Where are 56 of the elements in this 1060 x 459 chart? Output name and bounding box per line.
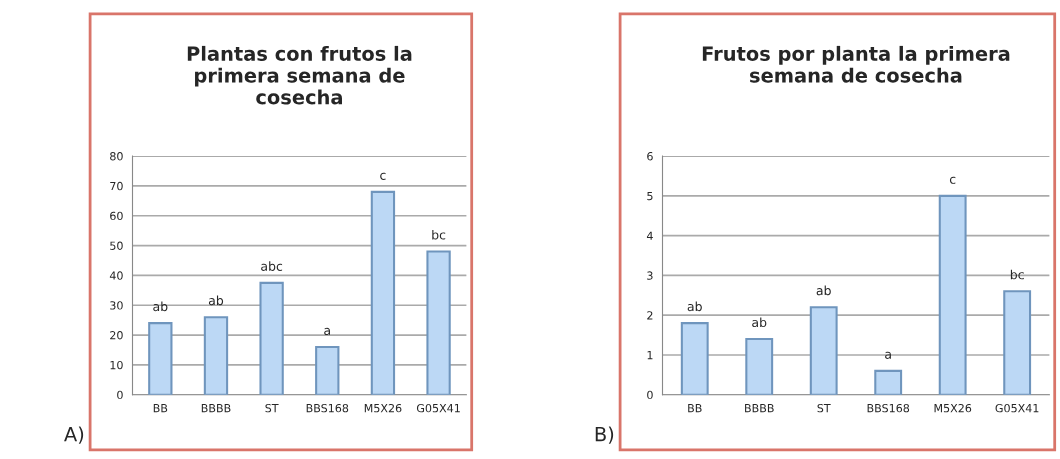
y-tick-label: 0 (117, 390, 123, 400)
x-tick-label: BB (153, 404, 168, 413)
y-tick-label: 20 (110, 331, 123, 340)
y-tick-label: 1 (647, 351, 653, 360)
bar (874, 369, 903, 395)
annotation: a (324, 327, 330, 336)
y-tick-label: 10 (110, 360, 123, 370)
x-tick-label: BB (688, 404, 702, 413)
x-tick-label: BBBB (745, 404, 774, 413)
y-tick-label: 60 (110, 211, 123, 221)
bar (809, 306, 838, 395)
annotation: a (885, 351, 891, 359)
bar (1003, 290, 1032, 395)
x-tick-label: G05X41 (995, 403, 1039, 413)
annotation: ab (208, 295, 224, 306)
chart-title: Plantas con frutos la primera semana de cosecha (187, 45, 412, 105)
y-tick-label: 70 (110, 181, 123, 191)
text: A) (64, 426, 84, 444)
bar (148, 322, 173, 395)
annotation: ab (153, 301, 168, 312)
text: B) (595, 426, 614, 444)
bar (203, 316, 229, 395)
bar (938, 194, 967, 395)
x-tick-label: M5X26 (934, 403, 972, 413)
annotation: ab (752, 317, 767, 328)
annotation: bc (1010, 269, 1024, 280)
x-tick-label: ST (817, 403, 831, 413)
y-tick-label: 6 (647, 152, 653, 161)
bar (745, 338, 774, 395)
y-tick-label: 5 (647, 191, 653, 201)
chart-title: Frutos por planta la primera semana de cosecha (702, 45, 1010, 83)
y-tick-label: 40 (109, 271, 123, 280)
y-tick-label: 3 (647, 271, 653, 280)
x-tick-label: BBS168 (306, 403, 349, 413)
annotation: ab (816, 285, 831, 296)
annotation: c (949, 176, 956, 184)
x-tick-label: BBBB (201, 404, 231, 413)
y-tick-label: 4 (646, 231, 653, 240)
y-tick-label: 2 (647, 311, 653, 320)
annotation: ab (687, 301, 702, 312)
y-tick-label: 80 (110, 152, 123, 161)
x-tick-label: BBS168 (867, 403, 910, 413)
bar (259, 281, 284, 395)
bar (426, 250, 451, 395)
bar (370, 190, 396, 395)
y-tick-label: 0 (647, 390, 653, 400)
bar (315, 345, 340, 395)
annotation: abc (261, 261, 283, 271)
x-tick-label: ST (265, 403, 279, 413)
x-tick-label: M5X26 (364, 403, 402, 413)
annotation: c (380, 172, 386, 180)
x-tick-label: G05X41 (416, 403, 460, 413)
y-tick-label: 30 (110, 301, 123, 310)
annotation: bc (432, 229, 446, 240)
bar (680, 322, 709, 395)
y-tick-label: 50 (110, 241, 123, 250)
